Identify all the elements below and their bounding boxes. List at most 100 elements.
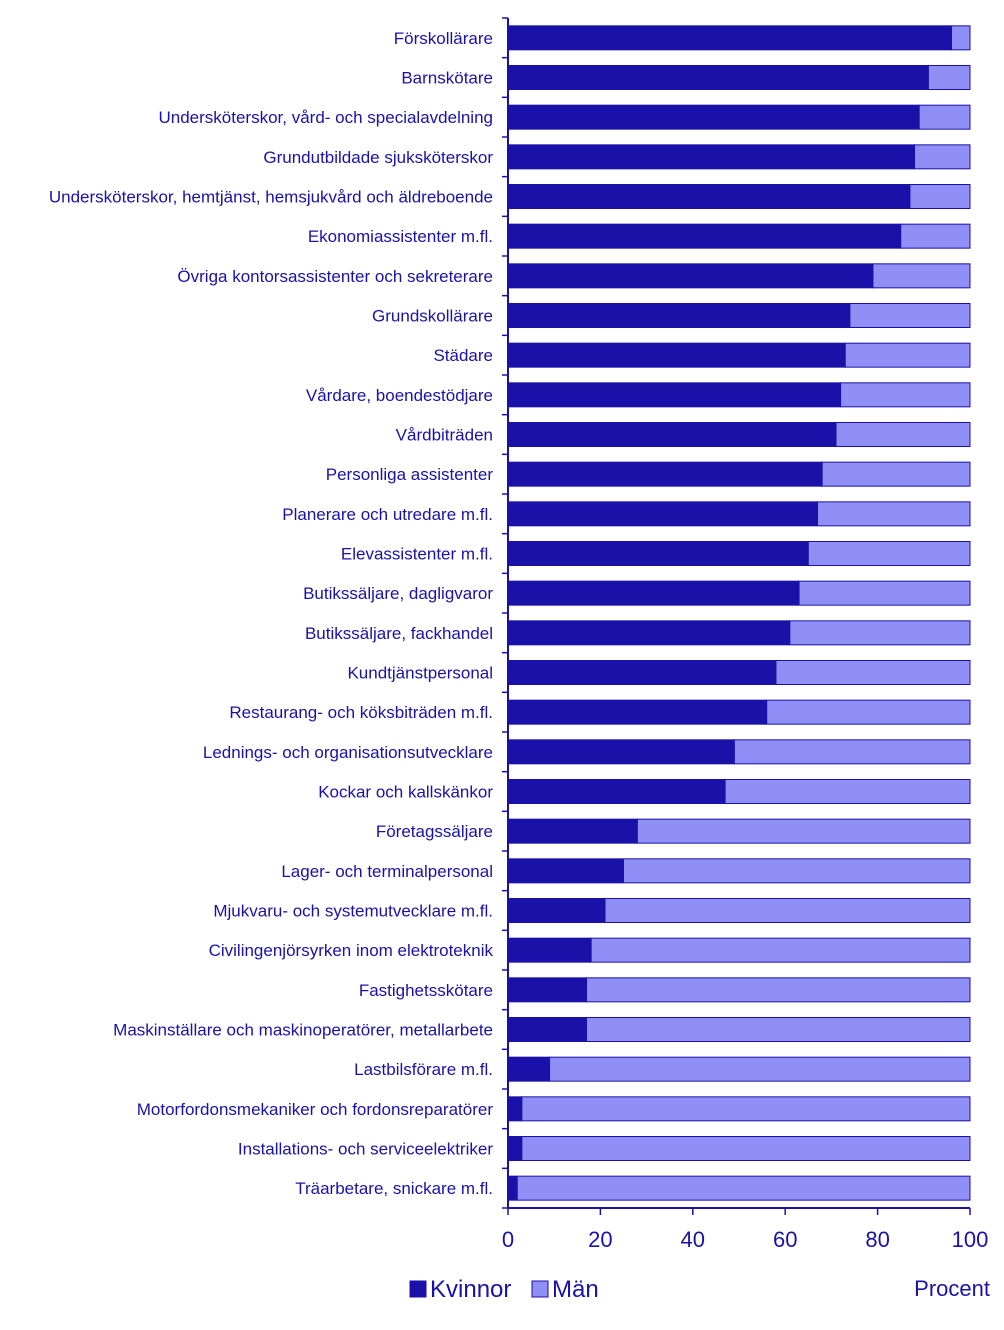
bar-man-6 bbox=[872, 263, 971, 289]
x-tick-label: 20 bbox=[588, 1227, 612, 1252]
bar-man-14 bbox=[798, 580, 971, 606]
bar-man-9 bbox=[840, 382, 971, 408]
bar-man-21 bbox=[623, 858, 971, 884]
bar-kvinnor-28 bbox=[507, 1136, 523, 1161]
x-tick-label: 40 bbox=[681, 1227, 705, 1252]
bar-kvinnor-24 bbox=[507, 977, 588, 1003]
category-label: Vårdbiträden bbox=[396, 426, 493, 445]
category-label: Planerare och utredare m.fl. bbox=[282, 505, 493, 524]
bar-kvinnor-20 bbox=[507, 818, 638, 844]
x-tick-label: 100 bbox=[952, 1227, 989, 1252]
bar-man-12 bbox=[817, 501, 971, 527]
bar-kvinnor-12 bbox=[507, 501, 819, 527]
category-label: Städare bbox=[433, 346, 493, 365]
bar-man-15 bbox=[789, 620, 971, 646]
category-labels: Förskollärare Barnskötare Undersköterskor,… bbox=[49, 29, 494, 1198]
category-label: Förskollärare bbox=[394, 29, 493, 48]
bar-man-22 bbox=[604, 898, 971, 923]
bars-group bbox=[507, 25, 971, 1201]
bar-kvinnor-5 bbox=[507, 223, 902, 249]
bar-man-25 bbox=[586, 1017, 971, 1042]
bar-kvinnor-29 bbox=[507, 1175, 518, 1201]
bar-kvinnor-26 bbox=[507, 1056, 551, 1082]
legend-swatch-man bbox=[531, 1280, 549, 1298]
bar-man-4 bbox=[909, 184, 971, 209]
x-tick-labels: 0 20 40 60 80 100 bbox=[502, 1227, 988, 1252]
bar-kvinnor-10 bbox=[507, 422, 837, 447]
bar-man-2 bbox=[918, 104, 971, 130]
legend-swatch-kvinnor bbox=[409, 1280, 427, 1298]
bar-kvinnor-18 bbox=[507, 739, 735, 765]
bar-kvinnor-15 bbox=[507, 620, 791, 646]
bar-kvinnor-16 bbox=[507, 660, 777, 685]
bar-kvinnor-0 bbox=[507, 25, 953, 51]
bar-man-27 bbox=[521, 1096, 971, 1122]
category-label: Undersköterskor, hemtjänst, hemsjukvård … bbox=[49, 188, 493, 207]
bar-man-17 bbox=[766, 699, 971, 725]
category-label: Lastbilsförare m.fl. bbox=[354, 1060, 493, 1079]
bar-kvinnor-8 bbox=[507, 342, 846, 368]
bar-kvinnor-27 bbox=[507, 1096, 523, 1122]
bar-man-7 bbox=[849, 303, 971, 328]
category-label: Elevassistenter m.fl. bbox=[341, 545, 493, 564]
category-label: Butikssäljare, dagligvaror bbox=[303, 584, 493, 603]
category-label: Övriga kontorsassistenter och sekreterar… bbox=[177, 267, 493, 286]
bar-man-11 bbox=[821, 461, 971, 487]
axes-group bbox=[502, 17, 971, 1215]
bar-man-8 bbox=[844, 342, 971, 368]
category-label: Ekonomiassistenter m.fl. bbox=[308, 227, 493, 246]
category-label: Vårdare, boendestödjare bbox=[306, 386, 493, 405]
bar-man-5 bbox=[900, 223, 971, 249]
x-tick-label: 80 bbox=[865, 1227, 889, 1252]
bar-kvinnor-3 bbox=[507, 144, 916, 170]
category-label: Lager- och terminalpersonal bbox=[281, 862, 493, 881]
category-label: Civilingenjörsyrken inom elektroteknik bbox=[209, 941, 494, 960]
bar-kvinnor-7 bbox=[507, 303, 851, 328]
bar-man-3 bbox=[914, 144, 971, 170]
category-label: Fastighetsskötare bbox=[359, 981, 493, 1000]
bar-kvinnor-21 bbox=[507, 858, 624, 884]
bar-kvinnor-19 bbox=[507, 779, 726, 804]
category-label: Maskinställare och maskinoperatörer, met… bbox=[113, 1021, 493, 1040]
bar-kvinnor-2 bbox=[507, 104, 920, 130]
bar-kvinnor-17 bbox=[507, 699, 768, 725]
bar-man-0 bbox=[951, 25, 971, 51]
bar-kvinnor-13 bbox=[507, 541, 809, 566]
bar-man-23 bbox=[590, 937, 971, 963]
bar-man-28 bbox=[521, 1136, 971, 1161]
bar-kvinnor-9 bbox=[507, 382, 842, 408]
category-label: Installations- och serviceelektriker bbox=[238, 1140, 493, 1159]
bar-kvinnor-23 bbox=[507, 937, 592, 963]
category-label: Mjukvaru- och systemutvecklare m.fl. bbox=[213, 902, 493, 921]
bar-man-24 bbox=[586, 977, 971, 1003]
bar-kvinnor-4 bbox=[507, 184, 911, 209]
category-label: Kundtjänstpersonal bbox=[347, 664, 493, 683]
legend-label-man: Män bbox=[552, 1276, 599, 1303]
bar-man-20 bbox=[636, 818, 971, 844]
bar-kvinnor-25 bbox=[507, 1017, 588, 1042]
bar-man-16 bbox=[775, 660, 971, 685]
category-label: Undersköterskor, vård- och specialavdeln… bbox=[158, 108, 493, 127]
bar-man-1 bbox=[927, 65, 971, 90]
bar-kvinnor-1 bbox=[507, 65, 929, 90]
bar-kvinnor-11 bbox=[507, 461, 823, 487]
category-label: Grundutbildade sjuksköterskor bbox=[263, 148, 493, 167]
bar-kvinnor-22 bbox=[507, 898, 606, 923]
legend: Kvinnor Män bbox=[409, 1276, 599, 1303]
category-label: Barnskötare bbox=[401, 69, 493, 88]
bar-man-29 bbox=[516, 1175, 971, 1201]
category-label: Restaurang- och köksbiträden m.fl. bbox=[229, 703, 493, 722]
legend-label-kvinnor: Kvinnor bbox=[430, 1276, 511, 1303]
bar-man-18 bbox=[733, 739, 971, 765]
x-tick-label: 60 bbox=[773, 1227, 797, 1252]
x-axis-unit-label: Procent bbox=[914, 1276, 990, 1301]
category-label: Personliga assistenter bbox=[326, 465, 494, 484]
category-label: Träarbetare, snickare m.fl. bbox=[295, 1179, 493, 1198]
category-label: Kockar och kallskänkor bbox=[318, 783, 493, 802]
bar-man-13 bbox=[807, 541, 971, 566]
bar-kvinnor-14 bbox=[507, 580, 800, 606]
bar-man-26 bbox=[549, 1056, 971, 1082]
bar-kvinnor-6 bbox=[507, 263, 874, 289]
